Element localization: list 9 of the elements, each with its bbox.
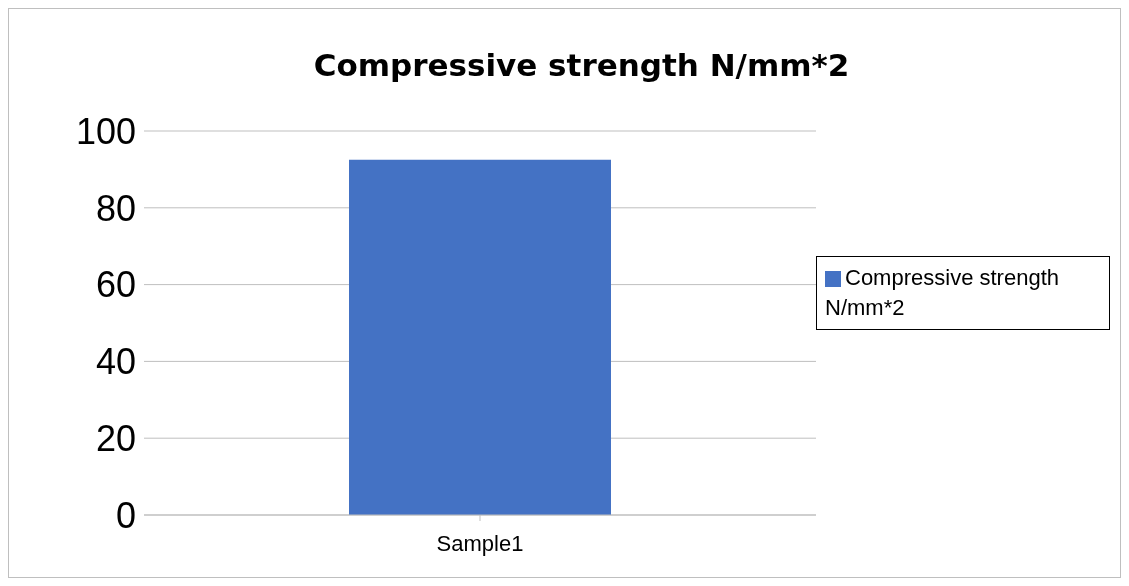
legend-label: Compressive strength N/mm*2 xyxy=(825,265,1059,320)
y-tick-label: 20 xyxy=(95,417,136,459)
y-tick-label: 60 xyxy=(95,264,136,306)
y-tick-label: 80 xyxy=(95,187,136,229)
x-tick-label: Sample1 xyxy=(436,530,524,556)
chart-title: Compressive strength N/mm*2 xyxy=(312,47,851,83)
y-tick-label: 0 xyxy=(115,494,136,536)
y-tick-label: 40 xyxy=(95,341,136,383)
y-tick-label: 100 xyxy=(75,110,136,152)
